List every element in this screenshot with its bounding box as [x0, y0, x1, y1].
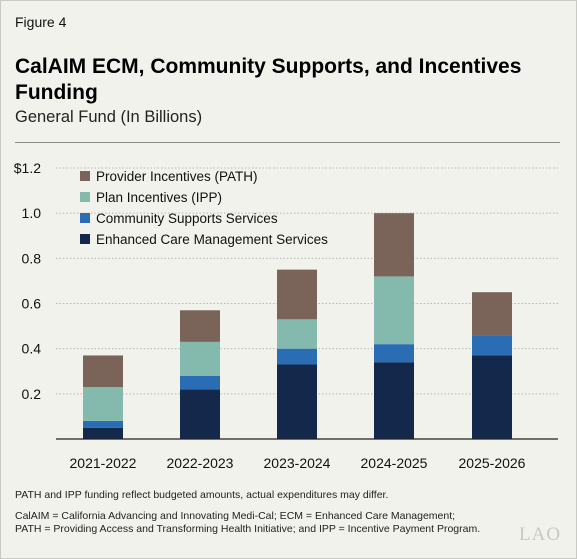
bar-segment: [277, 364, 317, 439]
bar-segment: [180, 389, 220, 439]
y-tick-label: 1.0: [22, 205, 42, 221]
y-tick-label: 0.6: [22, 296, 42, 312]
legend-label: Provider Incentives (PATH): [96, 169, 258, 184]
bar-segment: [374, 362, 414, 439]
bar-segment: [472, 355, 512, 439]
chart-subtitle: General Fund (In Billions): [15, 108, 203, 126]
legend-swatch: [80, 234, 90, 244]
x-tick-label: 2024-2025: [361, 455, 428, 471]
bar-segment: [472, 292, 512, 336]
bar-segment: [83, 420, 123, 428]
bar-segment: [180, 341, 220, 376]
y-tick-label: 0.2: [22, 386, 42, 402]
bar-segment: [180, 310, 220, 342]
bar-segment: [277, 269, 317, 320]
bar-segment: [83, 387, 123, 421]
legend-swatch: [80, 213, 90, 223]
x-tick-label: 2022-2023: [167, 455, 234, 471]
definitions-line-1: CalAIM = California Advancing and Innova…: [15, 510, 456, 522]
stacked-bar-chart: $1.2 1.0 0.8 0.6 0.4 0.2 2021-2022 2022-2023 202…: [14, 160, 558, 471]
chart-footnote: PATH and IPP funding reflect budgeted am…: [15, 489, 389, 501]
bar-segment: [374, 344, 414, 363]
bar-segment: [472, 335, 512, 356]
bar-segment: [277, 319, 317, 349]
legend-swatch: [80, 171, 90, 181]
title-rule: [15, 142, 560, 143]
lao-logo: LAO: [519, 524, 562, 545]
legend-label: Plan Incentives (IPP): [96, 190, 222, 205]
y-tick-label: 0.8: [22, 250, 42, 266]
x-tick-label: 2023-2024: [264, 455, 331, 471]
bar-segment: [374, 213, 414, 277]
chart-title: CalAIM ECM, Community Supports, and Ince…: [15, 55, 522, 104]
legend-label: Enhanced Care Management Services: [96, 232, 328, 247]
bar-segment: [374, 276, 414, 345]
definitions-line-2: PATH = Providing Access and Transforming…: [15, 523, 481, 535]
bar-segment: [83, 355, 123, 388]
abbreviation-definitions: CalAIM = California Advancing and Innova…: [15, 510, 495, 536]
figure-label: Figure 4: [15, 14, 67, 30]
legend-swatch: [80, 192, 90, 202]
y-tick-label: 0.4: [22, 341, 42, 357]
bar-segment: [277, 348, 317, 365]
bar-segment: [83, 427, 123, 439]
legend-label: Community Supports Services: [96, 211, 278, 226]
bar-segment: [180, 375, 220, 390]
y-tick-label: $1.2: [14, 160, 41, 176]
x-tick-label: 2025-2026: [459, 455, 526, 471]
x-tick-label: 2021-2022: [70, 455, 137, 471]
